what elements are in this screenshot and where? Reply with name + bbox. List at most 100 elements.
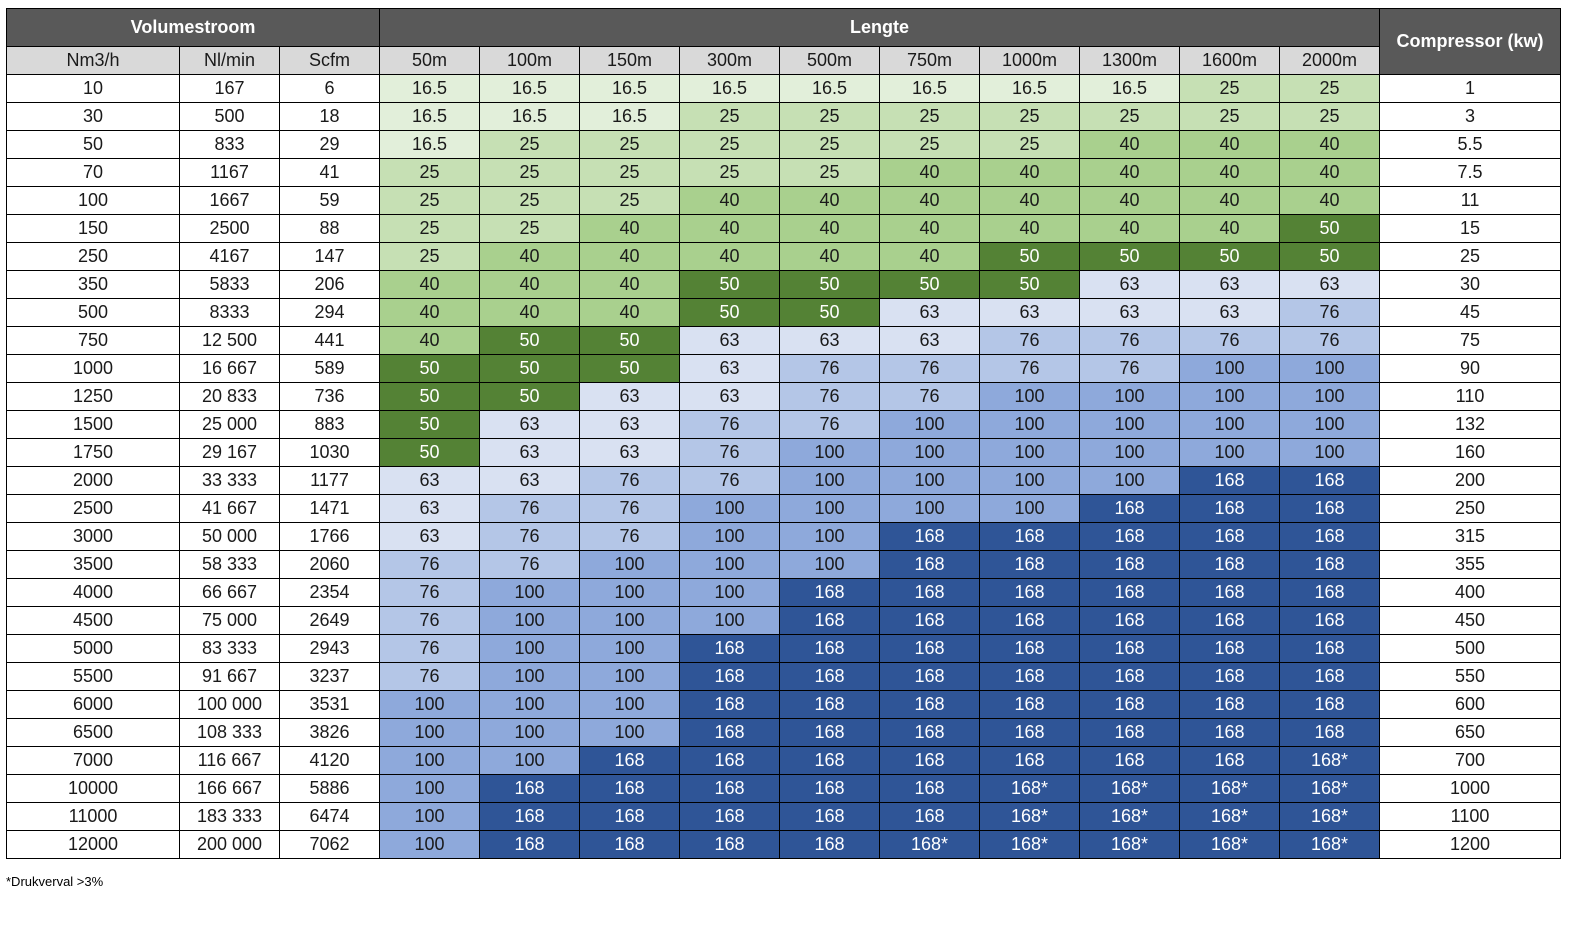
pipe-diameter-cell: 40	[979, 214, 1081, 243]
pipe-diameter-cell: 168	[1079, 494, 1181, 523]
pipe-diameter-cell: 100	[1279, 410, 1381, 439]
pipe-diameter-cell: 168	[979, 746, 1081, 775]
pipe-diameter-cell: 168	[679, 718, 781, 747]
pipe-diameter-cell: 63	[1079, 270, 1181, 299]
table-row: 30 500 18 16.5 16.5 16.5 25 25 25 25 25 25 25 3	[6, 102, 1562, 131]
pipe-diameter-cell: 168	[1279, 690, 1381, 719]
compressor-cell: 1000	[1379, 774, 1562, 803]
compressor-cell: 3	[1379, 102, 1562, 131]
pipe-diameter-cell: 76	[379, 662, 481, 691]
pipe-diameter-cell: 16.5	[979, 74, 1081, 103]
pipe-diameter-cell: 168*	[979, 774, 1081, 803]
pipe-diameter-cell: 100	[579, 662, 681, 691]
pipe-diameter-cell: 168*	[1179, 830, 1281, 859]
pipe-diameter-cell: 168	[1079, 746, 1181, 775]
pipe-diameter-cell: 100	[879, 466, 981, 495]
nm3h-cell: 7000	[6, 746, 180, 775]
nm3h-cell: 12000	[6, 830, 180, 859]
compressor-header: Compressor (kw)	[1379, 8, 1562, 75]
pipe-diameter-cell: 168*	[1279, 802, 1381, 831]
scfm-cell: 206	[278, 270, 381, 299]
scfm-cell: 6474	[278, 802, 381, 831]
pipe-diameter-cell: 25	[1279, 102, 1381, 131]
table-row: 1500 25 000 883 50 63 63 76 76 100 100 100 100 100 13…	[6, 410, 1562, 439]
pipe-diameter-cell: 168*	[1079, 830, 1181, 859]
pipe-diameter-cell: 168	[1279, 606, 1381, 635]
pipe-diameter-cell: 50	[879, 270, 981, 299]
pipe-diameter-cell: 100	[1279, 438, 1381, 467]
scfm-cell: 29	[278, 130, 381, 159]
nlmin-cell: 108 333	[179, 718, 280, 747]
compressor-cell: 11	[1379, 186, 1562, 215]
pipe-diameter-cell: 40	[879, 214, 981, 243]
pipe-diameter-cell: 168	[1079, 606, 1181, 635]
pipe-diameter-cell: 100	[579, 550, 681, 579]
pipe-diameter-cell: 40	[1279, 186, 1381, 215]
compressor-cell: 160	[1379, 438, 1562, 467]
pipe-diameter-cell: 168	[1079, 634, 1181, 663]
pipe-diameter-cell: 76	[679, 466, 781, 495]
pipe-diameter-cell: 168	[1179, 690, 1281, 719]
pipe-diameter-cell: 100	[1179, 410, 1281, 439]
pipe-diameter-cell: 63	[479, 410, 581, 439]
pipe-diameter-cell: 100	[379, 830, 481, 859]
pipe-diameter-cell: 168	[1179, 466, 1281, 495]
table-row: 70 1167 41 25 25 25 25 25 40 40 40 40 40 7.5	[6, 158, 1562, 187]
nm3h-cell: 30	[6, 102, 180, 131]
pipe-diameter-cell: 168	[779, 634, 881, 663]
nm3h-cell: 2000	[6, 466, 180, 495]
pipe-diameter-cell: 63	[579, 410, 681, 439]
pipe-diameter-cell: 76	[879, 382, 981, 411]
pipe-diameter-cell: 63	[579, 382, 681, 411]
pipe-diameter-cell: 40	[579, 214, 681, 243]
pipe-diameter-cell: 16.5	[879, 74, 981, 103]
pipe-diameter-cell: 25	[379, 214, 481, 243]
pipe-diameter-cell: 168	[979, 578, 1081, 607]
scfm-cell: 3531	[278, 690, 381, 719]
pipe-diameter-cell: 63	[879, 298, 981, 327]
pipe-diameter-cell: 100	[1179, 382, 1281, 411]
compressor-cell: 132	[1379, 410, 1562, 439]
pipe-diameter-cell: 168*	[1179, 802, 1281, 831]
compressor-cell: 700	[1379, 746, 1562, 775]
table-row: 250 4167 147 25 40 40 40 40 40 50 50 50 50 25	[6, 242, 1562, 271]
nm3h-cell: 10	[6, 74, 180, 103]
scfm-cell: 59	[278, 186, 381, 215]
pipe-diameter-cell: 168	[879, 578, 981, 607]
pipe-diameter-cell: 50	[479, 354, 581, 383]
pipe-diameter-cell: 168	[879, 774, 981, 803]
pipe-diameter-cell: 76	[579, 494, 681, 523]
pipe-diameter-cell: 25	[879, 102, 981, 131]
pipe-diameter-cell: 100	[979, 466, 1081, 495]
pipe-diameter-cell: 168	[1279, 466, 1381, 495]
pipe-diameter-cell: 100	[1179, 438, 1281, 467]
pipe-diameter-cell: 40	[1079, 186, 1181, 215]
nm3h-cell: 5000	[6, 634, 180, 663]
scfm-cell: 147	[278, 242, 381, 271]
table-row: 150 2500 88 25 25 40 40 40 40 40 40 40 50 15	[6, 214, 1562, 243]
pipe-diameter-cell: 76	[379, 578, 481, 607]
nm3h-cell: 4000	[6, 578, 180, 607]
compressor-cell: 90	[1379, 354, 1562, 383]
pipe-diameter-cell: 168	[1079, 550, 1181, 579]
nm3h-cell: 1750	[6, 438, 180, 467]
pipe-diameter-cell: 50	[379, 382, 481, 411]
pipe-diameter-cell: 50	[1079, 242, 1181, 271]
table-row: 12000 200 000 7062 100 168 168 168 168 168* 168* 1…	[6, 830, 1562, 859]
pipe-diameter-cell: 50	[479, 382, 581, 411]
pipe-diameter-cell: 16.5	[479, 102, 581, 131]
pipe-diameter-cell: 168	[579, 774, 681, 803]
pipe-diameter-cell: 40	[779, 214, 881, 243]
pipe-diameter-cell: 100	[579, 718, 681, 747]
compressor-cell: 15	[1379, 214, 1562, 243]
pipe-diameter-cell: 16.5	[479, 74, 581, 103]
pipe-diameter-cell: 168*	[1179, 774, 1281, 803]
pipe-diameter-cell: 63	[379, 466, 481, 495]
pipe-diameter-cell: 100	[1279, 382, 1381, 411]
table-row: 5500 91 667 3237 76 100 100 168 168 168 168 168 168…	[6, 662, 1562, 691]
nm3h-cell: 6000	[6, 690, 180, 719]
pipe-diameter-cell: 76	[979, 326, 1081, 355]
compressor-cell: 315	[1379, 522, 1562, 551]
pipe-diameter-cell: 168	[879, 662, 981, 691]
pipe-diameter-cell: 40	[779, 242, 881, 271]
